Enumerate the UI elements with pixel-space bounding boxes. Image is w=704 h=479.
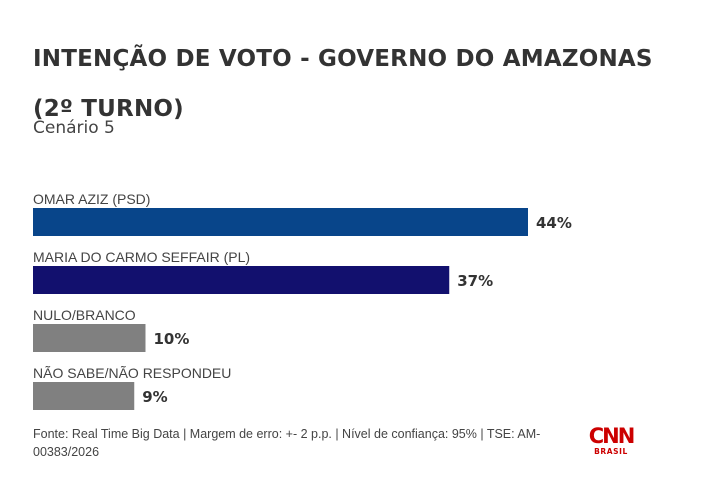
category-label: NÃO SABE/NÃO RESPONDEU (33, 365, 231, 381)
logo-sub: BRASIL (594, 447, 628, 456)
chart-subtitle: Cenário 5 (33, 118, 115, 138)
category-label: OMAR AZIZ (PSD) (33, 191, 150, 207)
source-note: Fonte: Real Time Big Data | Margem de er… (33, 427, 541, 459)
value-label: 44% (536, 214, 572, 232)
bar (33, 382, 135, 410)
bar (33, 324, 146, 352)
bar (33, 266, 450, 294)
value-label: 37% (457, 272, 493, 290)
category-label: MARIA DO CARMO SEFFAIR (PL) (33, 249, 250, 265)
bar (33, 208, 528, 236)
value-label: 9% (142, 388, 167, 406)
category-label: NULO/BRANCO (33, 307, 136, 323)
chart-title: INTENÇÃO DE VOTO - GOVERNO DO AMAZONAS (… (33, 46, 653, 122)
cnn-brasil-logo: CNN BRASIL (586, 425, 636, 457)
logo-brand: CNN (588, 424, 636, 448)
value-label: 10% (154, 330, 190, 348)
